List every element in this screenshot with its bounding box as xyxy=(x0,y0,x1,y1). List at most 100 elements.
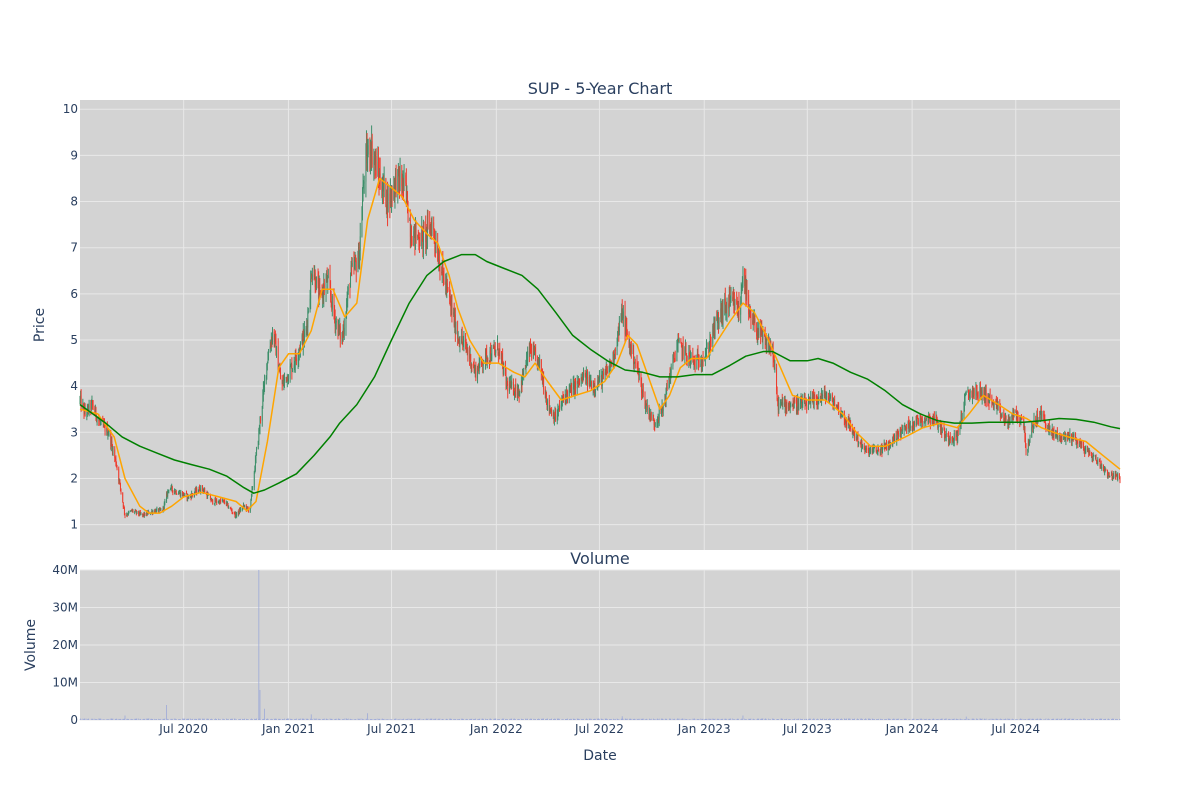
candle-body xyxy=(907,421,909,430)
candle-body xyxy=(650,411,652,416)
volume-bar xyxy=(573,718,575,720)
candle-body xyxy=(218,502,219,504)
volume-bar xyxy=(300,718,301,720)
candle-body xyxy=(411,244,413,246)
volume-bar xyxy=(953,718,955,720)
candle-body xyxy=(170,489,171,490)
volume-bar xyxy=(437,719,439,720)
volume-bar xyxy=(175,719,177,720)
volume-bar xyxy=(415,718,416,720)
volume-bar xyxy=(916,718,918,720)
candle-body xyxy=(898,432,899,437)
candle-body xyxy=(558,405,560,410)
volume-bar xyxy=(972,719,974,720)
volume-bar xyxy=(1059,719,1061,720)
candle-body xyxy=(851,428,853,433)
candle-body xyxy=(478,369,480,372)
volume-bar xyxy=(661,718,663,720)
candle-body xyxy=(1039,413,1041,419)
candle-body xyxy=(682,345,683,356)
candle-body xyxy=(219,500,220,504)
volume-bar xyxy=(1105,718,1107,720)
volume-bar xyxy=(769,719,771,720)
candle-body xyxy=(764,334,766,337)
candle-body xyxy=(534,350,536,352)
candle-body xyxy=(765,337,767,340)
volume-bar xyxy=(514,718,515,720)
volume-bar xyxy=(621,716,623,720)
volume-bar xyxy=(913,718,915,720)
candle-body xyxy=(877,449,879,452)
volume-bar xyxy=(1021,719,1022,720)
candle-body xyxy=(943,428,945,430)
candle-body xyxy=(309,298,311,312)
volume-bar xyxy=(537,719,539,720)
volume-bar xyxy=(877,719,879,720)
candle-body xyxy=(473,365,474,367)
volume-bar xyxy=(769,719,771,720)
volume-bar xyxy=(1019,719,1021,720)
candle-body xyxy=(641,381,642,394)
volume-bar xyxy=(192,718,194,720)
candle-body xyxy=(689,353,691,361)
candle-body xyxy=(482,362,484,366)
volume-bar xyxy=(495,718,497,720)
candle-body xyxy=(828,399,830,401)
candle-body xyxy=(122,492,124,503)
volume-bar xyxy=(932,719,934,720)
candle-body xyxy=(459,342,461,345)
volume-bar xyxy=(622,718,624,720)
volume-bar xyxy=(953,718,955,720)
volume-bar xyxy=(122,718,124,720)
candle-body xyxy=(555,412,556,421)
candle-body xyxy=(216,500,218,503)
candle-body xyxy=(519,390,521,396)
candle-body xyxy=(291,364,293,372)
candle-body xyxy=(358,248,360,268)
volume-bar xyxy=(237,719,239,720)
candle-body xyxy=(486,358,488,362)
volume-bar xyxy=(1103,719,1104,720)
candle-body xyxy=(426,227,428,236)
volume-bar xyxy=(742,715,744,720)
candle-body xyxy=(387,193,389,213)
volume-bar xyxy=(102,719,104,720)
candle-body xyxy=(768,342,770,353)
volume-bar xyxy=(1071,719,1072,720)
candle-body xyxy=(859,441,861,444)
candle-body xyxy=(178,493,180,494)
candle-body xyxy=(158,508,159,512)
candle-body xyxy=(387,191,388,213)
candle-body xyxy=(589,376,591,386)
volume-bar xyxy=(1016,719,1018,720)
volume-bar xyxy=(1068,718,1070,720)
candle-body xyxy=(752,320,754,324)
volume-bar xyxy=(481,718,483,720)
candle-body xyxy=(294,364,296,366)
candle-body xyxy=(794,399,796,402)
volume-bar xyxy=(417,718,419,720)
candle-body xyxy=(272,331,273,342)
volume-bar xyxy=(696,719,698,720)
candle-body xyxy=(749,311,751,317)
volume-bar xyxy=(377,718,379,720)
candle-body xyxy=(286,375,288,382)
candle-body xyxy=(179,492,181,497)
volume-bar xyxy=(391,719,392,720)
candle-body xyxy=(1003,414,1005,422)
volume-bar xyxy=(266,719,268,720)
candle-body xyxy=(99,420,101,423)
candle-body xyxy=(278,370,280,372)
candle-body xyxy=(533,347,535,353)
date-x-axis: Jul 2020 Jan 2021 Jul 2021 Jan 2022 Jul 2022… xyxy=(158,722,1040,736)
candle-body xyxy=(983,390,985,400)
volume-bar xyxy=(605,718,607,720)
volume-bar xyxy=(184,718,186,720)
volume-bar xyxy=(466,718,468,720)
candle-body xyxy=(409,220,411,221)
candle-body xyxy=(258,429,260,442)
candle-body xyxy=(844,419,846,422)
candle-body xyxy=(609,361,611,368)
candle-body xyxy=(601,376,603,386)
candle-body xyxy=(537,359,539,368)
